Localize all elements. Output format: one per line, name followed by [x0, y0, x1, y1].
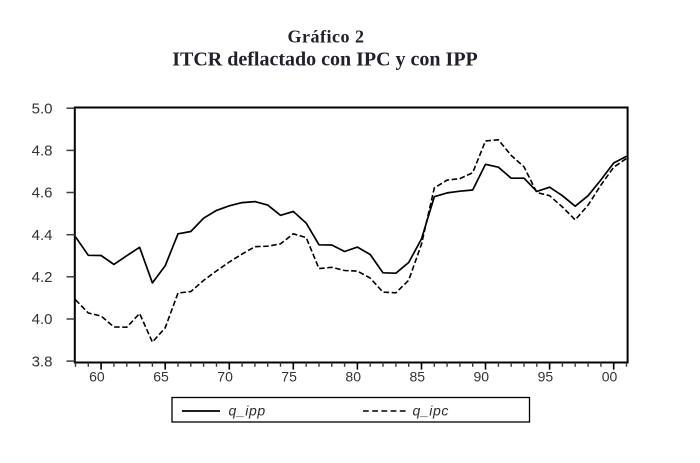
svg-text:85: 85: [410, 368, 426, 384]
svg-text:Gráfico 2: Gráfico 2: [288, 27, 365, 47]
svg-text:80: 80: [345, 368, 361, 384]
svg-text:q_ipp: q_ipp: [229, 402, 266, 418]
svg-text:4.6: 4.6: [32, 185, 53, 202]
svg-text:70: 70: [217, 368, 233, 384]
svg-text:75: 75: [281, 368, 297, 384]
svg-text:4.2: 4.2: [32, 269, 53, 286]
svg-text:65: 65: [153, 368, 169, 384]
svg-text:4.0: 4.0: [32, 311, 53, 328]
svg-text:4.4: 4.4: [32, 227, 53, 244]
svg-text:q_ipc: q_ipc: [413, 402, 449, 418]
svg-text:3.8: 3.8: [32, 353, 53, 370]
svg-text:ITCR deflactado con IPC y con: ITCR deflactado con IPC y con IPP: [172, 48, 478, 70]
svg-text:5.0: 5.0: [32, 100, 53, 117]
svg-text:90: 90: [474, 368, 490, 384]
svg-text:4.8: 4.8: [32, 143, 53, 160]
svg-text:95: 95: [538, 368, 554, 384]
svg-text:00: 00: [602, 368, 618, 384]
svg-text:60: 60: [89, 368, 105, 384]
